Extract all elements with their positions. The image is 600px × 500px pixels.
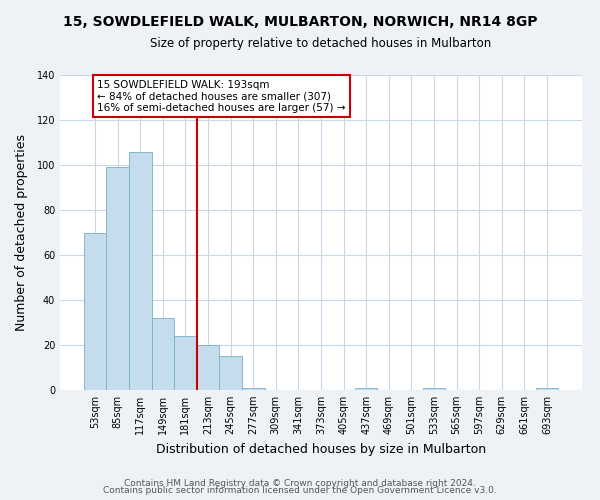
Bar xyxy=(84,232,106,390)
Text: 15 SOWDLEFIELD WALK: 193sqm
← 84% of detached houses are smaller (307)
16% of se: 15 SOWDLEFIELD WALK: 193sqm ← 84% of det… xyxy=(97,80,346,112)
X-axis label: Distribution of detached houses by size in Mulbarton: Distribution of detached houses by size … xyxy=(156,442,486,456)
Bar xyxy=(129,152,152,390)
Text: 15, SOWDLEFIELD WALK, MULBARTON, NORWICH, NR14 8GP: 15, SOWDLEFIELD WALK, MULBARTON, NORWICH… xyxy=(63,15,537,29)
Bar xyxy=(152,318,174,390)
Bar xyxy=(422,388,445,390)
Bar xyxy=(355,388,377,390)
Bar xyxy=(106,167,129,390)
Bar xyxy=(242,388,265,390)
Bar xyxy=(536,388,558,390)
Bar xyxy=(174,336,197,390)
Text: Contains HM Land Registry data © Crown copyright and database right 2024.: Contains HM Land Registry data © Crown c… xyxy=(124,478,476,488)
Text: Contains public sector information licensed under the Open Government Licence v3: Contains public sector information licen… xyxy=(103,486,497,495)
Title: Size of property relative to detached houses in Mulbarton: Size of property relative to detached ho… xyxy=(151,37,491,50)
Bar xyxy=(197,345,220,390)
Bar xyxy=(220,356,242,390)
Y-axis label: Number of detached properties: Number of detached properties xyxy=(16,134,28,331)
